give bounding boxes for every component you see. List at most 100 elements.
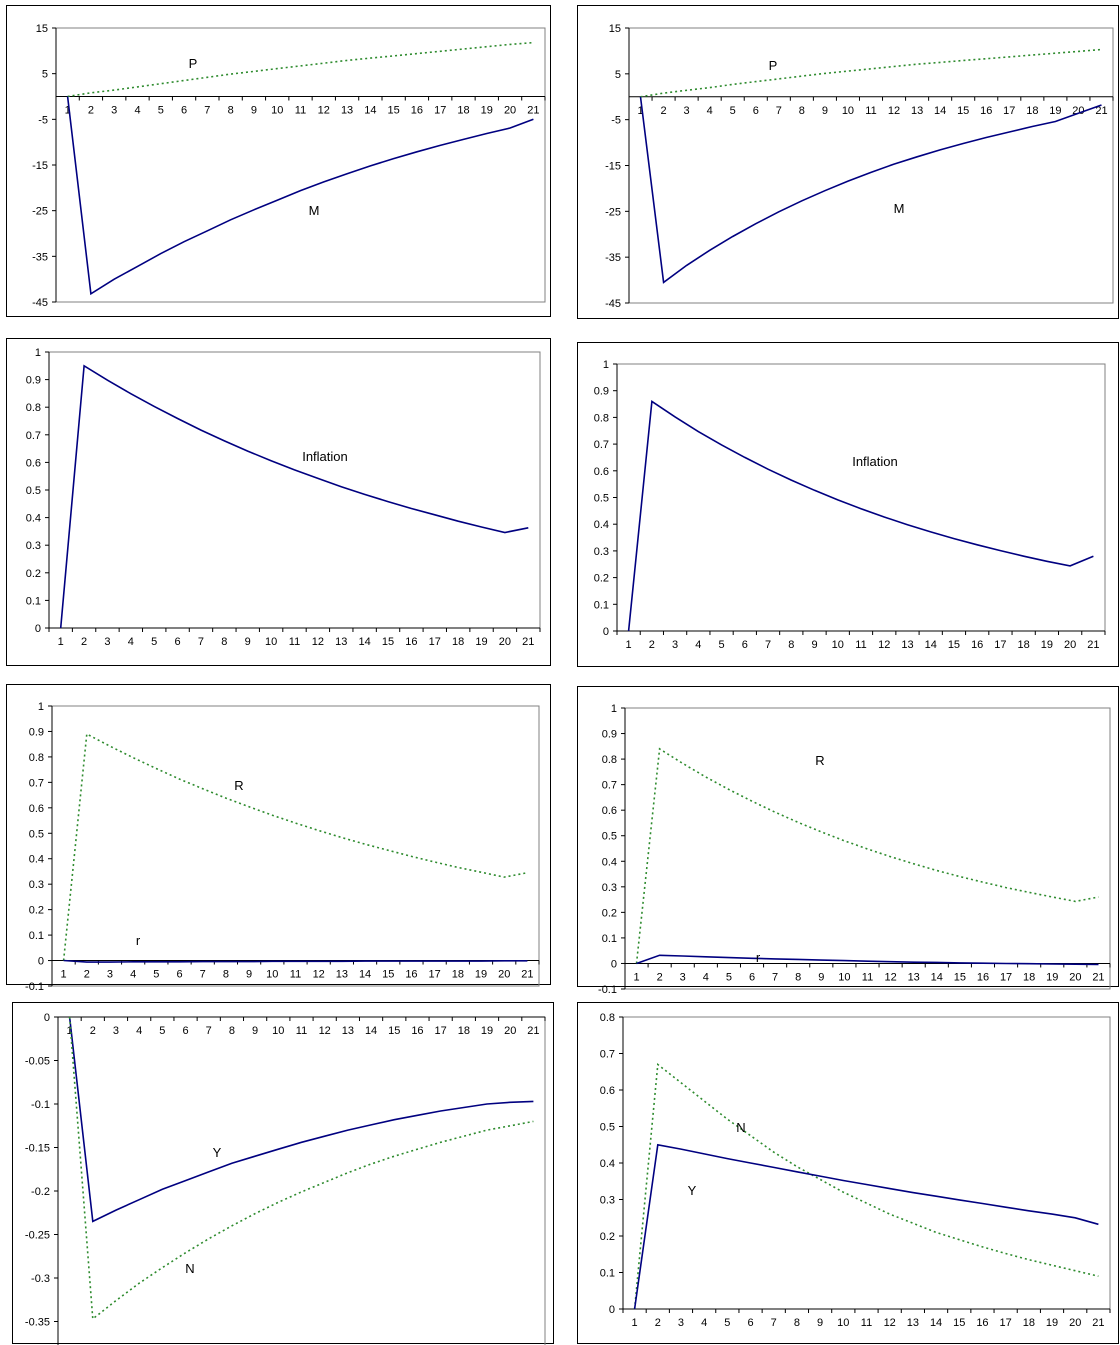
- x-tick-label: 8: [221, 636, 227, 648]
- x-tick-label: 8: [794, 1317, 800, 1329]
- y-tick-label: -0.1: [31, 1099, 50, 1111]
- x-tick-label: 16: [405, 969, 417, 981]
- x-tick-label: 12: [888, 105, 900, 117]
- y-tick-label: 0.8: [602, 754, 617, 766]
- y-tick-label: 15: [36, 23, 48, 35]
- x-tick-label: 7: [772, 971, 778, 983]
- x-tick-label: 5: [724, 1317, 730, 1329]
- x-tick-label: 1: [626, 639, 632, 651]
- x-tick-label: 4: [134, 105, 140, 117]
- x-tick-label: 17: [434, 105, 446, 117]
- y-tick-label: 0.6: [602, 805, 617, 817]
- x-tick-label: 9: [252, 1025, 258, 1037]
- x-tick-label: 19: [1041, 639, 1053, 651]
- y-tick-label: -35: [605, 252, 621, 264]
- x-tick-label: 13: [336, 969, 348, 981]
- x-tick-label: 9: [246, 969, 252, 981]
- x-tick-label: 10: [266, 969, 278, 981]
- series-label-p: P: [189, 56, 198, 71]
- x-tick-label: 12: [884, 971, 896, 983]
- plot-area: [628, 27, 1114, 304]
- x-tick-label: 16: [411, 1025, 423, 1037]
- x-tick-label: 18: [1023, 971, 1035, 983]
- x-tick-label: 8: [228, 105, 234, 117]
- chart-panel-4: 1 0.9 0.8 0.7 0.6 0.5 0.4 0.3 0.2 0.1 0 1 2 3 4 5 6 7 8 9 10…: [577, 342, 1119, 667]
- series-line-inflation: [59, 364, 529, 629]
- x-tick-label: 20: [499, 636, 511, 648]
- y-tick-label: 0.4: [26, 513, 41, 525]
- y-tick-label: 0.5: [29, 828, 44, 840]
- x-tick-label: 18: [1023, 1317, 1035, 1329]
- x-tick-label: 8: [795, 971, 801, 983]
- plot-area: [48, 351, 541, 629]
- x-tick-label: 13: [335, 636, 347, 648]
- x-tick-label: 20: [504, 1025, 516, 1037]
- plot-area: [622, 1016, 1111, 1310]
- chart-panel-3: 1 0.9 0.8 0.7 0.6 0.5 0.4 0.3 0.2 0.1 0 1 2 3 4 5 6 7 8 9 10…: [6, 338, 551, 666]
- x-tick-label: 18: [1026, 105, 1038, 117]
- series-line-inflation: [627, 399, 1094, 632]
- x-tick-label: 20: [1069, 1317, 1081, 1329]
- x-tick-label: 1: [637, 105, 643, 117]
- x-tick-label: 14: [931, 971, 943, 983]
- series-line-m: [66, 96, 534, 296]
- chart-panel-2: 15 5 -5 -15 -25 -35 -45 1 2 3 4 5 6 7 8 9 10 11 12 13 14 15 16…: [577, 5, 1119, 319]
- plot-area: [55, 27, 546, 303]
- x-tick-label: 5: [158, 105, 164, 117]
- x-tick-label: 16: [405, 636, 417, 648]
- x-tick-label: 20: [1069, 971, 1081, 983]
- chart-panel-1: 15 5 -5 -15 -25 -35 -45 1 2 3 4 5 6 7 8 9 10 11 12 13 14 15 16…: [6, 5, 551, 317]
- y-tick-label: 0.4: [600, 1158, 615, 1170]
- y-tick-label: 0: [611, 958, 617, 970]
- x-tick-label: 12: [318, 105, 330, 117]
- y-tick-label: -25: [32, 206, 48, 218]
- x-tick-label: 6: [753, 105, 759, 117]
- x-tick-label: 3: [104, 636, 110, 648]
- x-tick-label: 1: [67, 1025, 73, 1037]
- x-tick-label: 19: [1046, 1317, 1058, 1329]
- x-tick-label: 5: [151, 636, 157, 648]
- x-tick-label: 21: [1087, 639, 1099, 651]
- x-tick-label: 11: [289, 636, 300, 648]
- y-tick-label: 0.8: [600, 1012, 615, 1024]
- x-tick-label: 20: [504, 105, 516, 117]
- y-tick-label: 15: [609, 23, 621, 35]
- y-tick-label: 0.9: [602, 729, 617, 741]
- x-tick-label: 10: [842, 105, 854, 117]
- x-tick-label: 17: [994, 639, 1006, 651]
- x-tick-label: 16: [980, 105, 992, 117]
- x-tick-label: 15: [382, 969, 394, 981]
- series-line-m: [639, 96, 1102, 284]
- x-tick-label: 12: [884, 1317, 896, 1329]
- x-tick-label: 20: [1064, 639, 1076, 651]
- y-tick-label: -15: [32, 160, 48, 172]
- x-tick-label: 13: [908, 971, 920, 983]
- x-tick-label: 12: [878, 639, 890, 651]
- x-tick-label: 16: [971, 639, 983, 651]
- chart-panel-8: 0.8 0.7 0.6 0.5 0.4 0.3 0.2 0.1 0 1 2 3 4 5 6 7 8 9 10 11 12…: [577, 1002, 1119, 1344]
- y-tick-label: -45: [32, 297, 48, 309]
- x-tick-label: 17: [1003, 105, 1015, 117]
- x-tick-label: 4: [695, 639, 701, 651]
- x-tick-label: 3: [113, 1025, 119, 1037]
- series-label-r: R: [234, 778, 243, 793]
- y-tick-label: 0: [609, 1304, 615, 1316]
- y-tick-label: 0.7: [26, 430, 41, 442]
- series-label-m: M: [309, 203, 320, 218]
- y-tick-label: 0.7: [29, 777, 44, 789]
- x-tick-label: 7: [771, 1317, 777, 1329]
- y-tick-label: 0.7: [594, 439, 609, 451]
- x-tick-label: 15: [388, 105, 400, 117]
- series-line-r: [62, 732, 528, 961]
- x-tick-label: 21: [1092, 971, 1104, 983]
- x-tick-label: 2: [661, 105, 667, 117]
- y-tick-label: -0.25: [25, 1230, 50, 1242]
- series-line-y: [633, 1143, 1099, 1310]
- x-tick-label: 15: [953, 1317, 965, 1329]
- y-tick-label: 0.5: [594, 493, 609, 505]
- series-line-p: [640, 48, 1102, 98]
- chart-5-svg: 10.90.80.70.60.50.40.30.20.10-0.11 2 3 4 5 6 7…: [25, 701, 540, 993]
- y-tick-label: 0.9: [29, 726, 44, 738]
- x-tick-label: 18: [452, 636, 464, 648]
- x-tick-label: 15: [388, 1025, 400, 1037]
